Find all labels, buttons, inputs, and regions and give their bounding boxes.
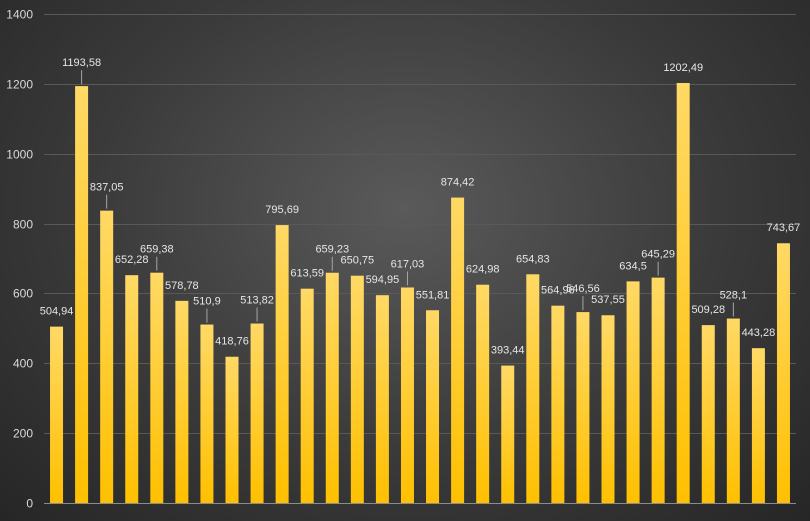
data-label: 1202,49 <box>663 62 703 74</box>
bar <box>751 348 765 503</box>
data-label: 537,55 <box>591 294 625 306</box>
y-tick-label: 400 <box>13 357 33 371</box>
gridlines <box>44 14 796 504</box>
data-label: 659,38 <box>140 244 174 256</box>
data-label: 743,67 <box>767 222 801 234</box>
bar <box>726 318 740 503</box>
bar <box>626 281 640 503</box>
data-label: 551,81 <box>416 289 450 301</box>
bar <box>150 272 164 503</box>
data-label: 652,28 <box>115 254 149 266</box>
data-label: 393,44 <box>491 345 525 357</box>
bar <box>375 295 389 503</box>
data-label: 654,83 <box>516 253 550 265</box>
bar <box>776 243 790 503</box>
bar <box>225 356 239 503</box>
data-label: 564,96 <box>541 285 575 297</box>
data-label: 546,56 <box>566 283 600 295</box>
bars <box>50 82 790 504</box>
y-tick-label: 600 <box>13 287 33 301</box>
bar <box>701 325 715 503</box>
y-axis: 0 200 400 600 800 1000 1200 1400 <box>6 8 33 511</box>
bar <box>175 300 189 503</box>
bar <box>325 272 339 503</box>
data-label: 504,94 <box>40 306 74 318</box>
data-label: 513,82 <box>240 295 274 307</box>
data-label: 443,28 <box>742 327 776 339</box>
data-label: 874,42 <box>441 177 475 189</box>
bar <box>200 324 214 503</box>
bar <box>275 225 289 503</box>
bar <box>75 86 89 504</box>
data-label: 1193,58 <box>62 57 101 69</box>
data-label: 645,29 <box>641 249 675 261</box>
data-label: 624,98 <box>466 264 500 276</box>
bar <box>100 210 114 504</box>
data-label: 510,9 <box>193 296 221 308</box>
bar <box>676 82 690 503</box>
bar <box>651 277 665 503</box>
data-label: 659,23 <box>315 244 349 256</box>
bar <box>601 315 615 503</box>
data-label: 795,69 <box>265 204 299 216</box>
bar <box>476 284 490 503</box>
data-label: 617,03 <box>391 258 425 270</box>
label-leader-lines <box>81 70 734 323</box>
y-tick-label: 1200 <box>6 78 33 92</box>
bar <box>551 305 565 503</box>
data-label: 837,05 <box>90 182 124 194</box>
data-label: 528,1 <box>720 290 748 302</box>
y-tick-label: 200 <box>13 427 33 441</box>
bar <box>426 310 440 503</box>
y-tick-label: 1000 <box>6 148 33 162</box>
data-label: 650,75 <box>341 255 375 267</box>
bar <box>250 323 264 503</box>
data-label: 418,76 <box>215 336 249 348</box>
bar <box>451 197 465 504</box>
bar <box>400 287 414 503</box>
y-tick-label: 1400 <box>6 8 33 22</box>
data-label: 634,5 <box>619 260 647 272</box>
y-tick-label: 800 <box>13 218 33 232</box>
data-label: 613,59 <box>290 268 324 280</box>
bar <box>501 365 515 503</box>
bar <box>50 326 64 503</box>
bar <box>526 274 540 503</box>
data-label: 594,95 <box>366 274 400 286</box>
bar <box>300 288 314 503</box>
y-tick-label: 0 <box>26 497 33 511</box>
bar <box>576 312 590 503</box>
bar <box>125 275 139 503</box>
bar <box>350 275 364 503</box>
data-label: 509,28 <box>691 304 725 316</box>
data-label: 578,78 <box>165 280 199 292</box>
